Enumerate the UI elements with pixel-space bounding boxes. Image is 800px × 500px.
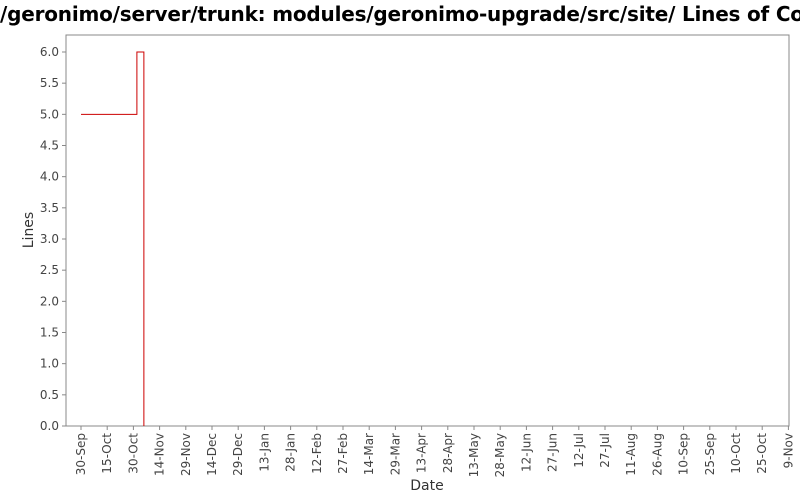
x-tick-label: 13-May [467,433,481,477]
plot-area [65,34,790,427]
x-tick-label: 14-Mar [362,433,376,475]
x-tick-label: 14-Dec [205,433,219,476]
x-tick-label: 28-Jan [284,433,298,472]
x-tick-label: 30-Sep [74,433,88,475]
chart-title: /geronimo/server/trunk: modules/geronimo… [0,2,800,26]
x-tick-label: 29-Mar [388,433,402,475]
x-tick-label: 25-Oct [755,433,769,474]
x-tick-label: 28-May [493,433,507,477]
y-tick-label: 0.5 [40,388,59,402]
y-tick-label: 3.5 [40,201,59,215]
x-tick-label: 28-Apr [441,433,455,473]
x-tick-label: 30-Oct [126,433,140,474]
x-tick-label: 13-Jan [257,433,271,472]
x-tick-label: 26-Aug [650,433,664,476]
series-line [81,51,145,426]
x-tick-label: 11-Aug [624,433,638,476]
y-tick-label: 4.0 [40,170,59,184]
x-tick-label: 12-Jun [519,433,533,472]
y-tick-label: 5.5 [40,76,59,90]
x-tick-label: 15-Oct [100,433,114,474]
x-tick-label: 25-Sep [703,433,717,475]
x-tick-label: 10-Sep [677,433,691,475]
x-tick-label: 12-Feb [310,433,324,474]
y-axis: 0.0 0.5 1.0 1.5 2.0 2.5 3.0 3.5 4.0 4.5 5.0 5.5 6.0 [40,45,66,433]
x-tick-label: 27-Feb [336,433,350,474]
x-axis-label: Date [410,478,443,494]
series-layer [81,51,145,426]
y-tick-label: 1.5 [40,326,59,340]
x-tick-label: 14-Nov [153,433,167,476]
x-tick-label: 12-Jul [572,433,586,468]
x-axis: 30-Sep 15-Oct 30-Oct 14-Nov 29-Nov 14-Dec 29-D… [74,426,795,477]
y-tick-label: 2.0 [40,294,59,308]
x-tick-label: 10-Oct [729,433,743,474]
y-tick-label: 2.5 [40,263,59,277]
x-tick-label: 9-Nov [781,433,795,468]
x-tick-label: 27-Jul [598,433,612,468]
y-tick-label: 4.5 [40,139,59,153]
y-axis-label: Lines [21,212,37,248]
y-tick-label: 6.0 [40,45,59,59]
x-tick-label: 27-Jun [546,433,560,472]
x-tick-label: 13-Apr [415,433,429,473]
y-tick-label: 3.0 [40,232,59,246]
x-tick-label: 29-Dec [231,433,245,476]
y-tick-label: 1.0 [40,357,59,371]
y-tick-label: 0.0 [40,419,59,433]
x-tick-label: 29-Nov [179,433,193,476]
y-tick-label: 5.0 [40,107,59,121]
